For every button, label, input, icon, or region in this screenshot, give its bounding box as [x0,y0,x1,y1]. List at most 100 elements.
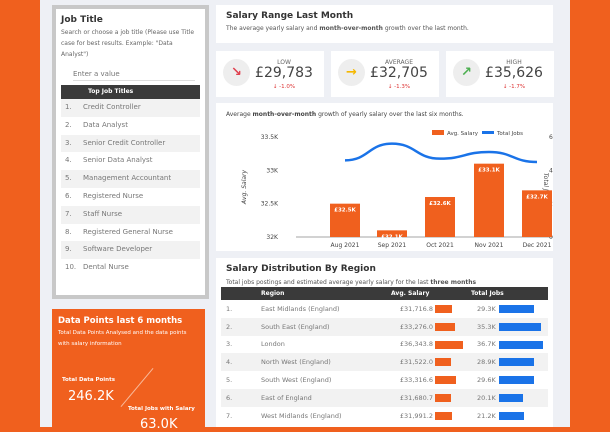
y2-tick-label: 0 [549,234,553,241]
jobs-bar [499,358,534,367]
job-title-item[interactable]: 6. Registered Nurse [61,188,200,206]
job-title-item[interactable]: 1. Credit Controller [61,99,200,117]
job-title-item[interactable]: 7. Staff Nurse [61,205,200,224]
job-title-label: Dental Nurse [83,263,129,272]
avg-salary: £36,343.8 [399,340,433,349]
job-title-item[interactable]: 4. Senior Data Analyst [61,152,200,170]
kpi-delta: ↓ -1.0% [272,84,296,90]
divider [120,368,154,407]
total-jobs: 29.3K [477,304,496,313]
y2-tick-label: 40K [549,167,553,174]
rank: 10. [65,263,77,272]
y-axis-label: Avg. Salary [241,169,248,205]
bar-data-label: £32.7K [526,194,548,200]
job-title-label: Software Developer [83,245,153,254]
rank: 4. [65,156,72,165]
x-tick-label: Aug 2021 [331,242,360,249]
rank: 1. [226,304,233,313]
table-row[interactable]: 5. South West (England) £33,316.6 29.6K [221,371,548,389]
avg-salary: £31,991.2 [399,411,433,420]
job-title-hint: Search or choose a job title (Please use… [61,29,195,58]
region-name: West Midlands (England) [261,411,342,420]
rank: 6. [65,191,72,200]
rank: 6. [221,388,261,407]
job-title-label: Senior Data Analyst [83,156,153,165]
arrow-right-icon: → [338,59,365,86]
job-title-item[interactable]: 10. Dental Nurse [61,259,200,277]
kpi-value: £32,705 [370,65,428,81]
region-name: South East (England) [261,317,381,336]
rank: 3. [65,138,72,147]
x-tick-label: Dec 2021 [523,242,552,249]
table-row[interactable]: 6. East of England £31,680.7 20.1K [221,388,548,407]
jobs-bar [499,376,535,385]
total-jobs: 35.3K [477,322,496,331]
col-header [221,287,261,300]
avg-salary: £31,680.7 [399,393,433,402]
salary-bar [435,411,453,420]
table-row[interactable]: 4. North West (England) £31,522.0 28.9K [221,353,548,372]
total-jobs: 21.2K [477,411,496,420]
y2-axis-label: Total Jobs [542,173,549,202]
salary-bar [435,393,452,402]
kpi-label: LOW [277,59,291,66]
table-row[interactable]: 2. South East (England) £33,276.0 35.3K [221,317,548,336]
total-jobs: 29.6K [477,376,496,385]
salary-trend-card: Average month-over-month growth of yearl… [216,103,553,251]
bar-data-label: £32.6K [429,201,451,207]
desc-text: growth over the last month. [382,25,469,32]
job-title-label: Registered Nurse [83,191,144,200]
bar [474,163,504,237]
job-title-item[interactable]: 3. Senior Credit Controller [61,134,200,153]
rank: 1. [65,103,72,111]
rank: 2. [65,120,72,129]
salary-range-desc: The average yearly salary and month-over… [226,25,543,32]
region-name: London [261,340,285,349]
rank: 4. [221,353,261,372]
job-title-item[interactable]: 5. Management Accountant [61,170,200,188]
bar [522,190,552,237]
kpi-high: ↗ HIGH £35,626 ↓ -1.7% [446,51,554,97]
rank: 3. [226,340,233,349]
job-title-label: Credit Controller [83,103,141,111]
region-title: Salary Distribution By Region [226,264,376,274]
y2-tick-label: 60K [549,134,553,141]
bar-data-label: £32.5K [334,208,356,214]
job-title-label: Registered General Nurse [83,227,173,236]
region-name: East Midlands (England) [261,304,340,313]
job-title-item[interactable]: 2. Data Analyst [61,117,200,135]
kpi-label: AVERAGE [385,59,413,66]
table-row[interactable]: 1. East Midlands (England) £31,716.8 29.3K [221,300,548,318]
region-table: Region Avg. Salary Total Jobs 1. East Mid… [221,287,548,425]
job-title-search-input[interactable] [73,68,195,81]
jobs-bar [499,322,542,331]
legend-swatch-salary [432,130,444,135]
y-tick-label: 32.5K [261,201,279,208]
col-header: Region [261,287,381,300]
kpi-value: £35,626 [485,65,543,81]
rank: 8. [65,227,72,236]
job-title-label: Management Accountant [83,174,172,183]
bar [330,203,360,237]
rank: 2. [221,317,261,336]
desc-text: Total jobs postings and estimated averag… [226,279,431,286]
job-title-item[interactable]: 8. Registered General Nurse [61,224,200,242]
x-tick-label: Sep 2021 [378,242,407,249]
kpi-delta: ↓ -1.7% [502,84,526,90]
legend-label: Avg. Salary [447,131,479,137]
legend-label: Total Jobs [496,131,523,137]
salary-bar [435,322,456,331]
desc-text: The average yearly salary and [226,25,320,32]
table-row[interactable]: 3. London £36,343.8 36.7K [221,336,548,354]
desc-text: growth of yearly salary over the last si… [316,111,464,118]
job-title-item[interactable]: 9. Software Developer [61,241,200,260]
table-row[interactable]: 7. West Midlands (England) £31,991.2 21.2K [221,407,548,425]
top-job-titles-header: Top Job Titles [61,85,200,99]
y-tick-label: 33.5K [261,134,279,141]
desc-bold: month-over-month [319,25,383,32]
rank: 7. [65,209,72,218]
rank: 7. [226,411,233,420]
data-points-card: Data Points last 6 months Total Data Poi… [52,309,205,432]
jobs-with-salary-value: 63.0K [140,417,178,432]
